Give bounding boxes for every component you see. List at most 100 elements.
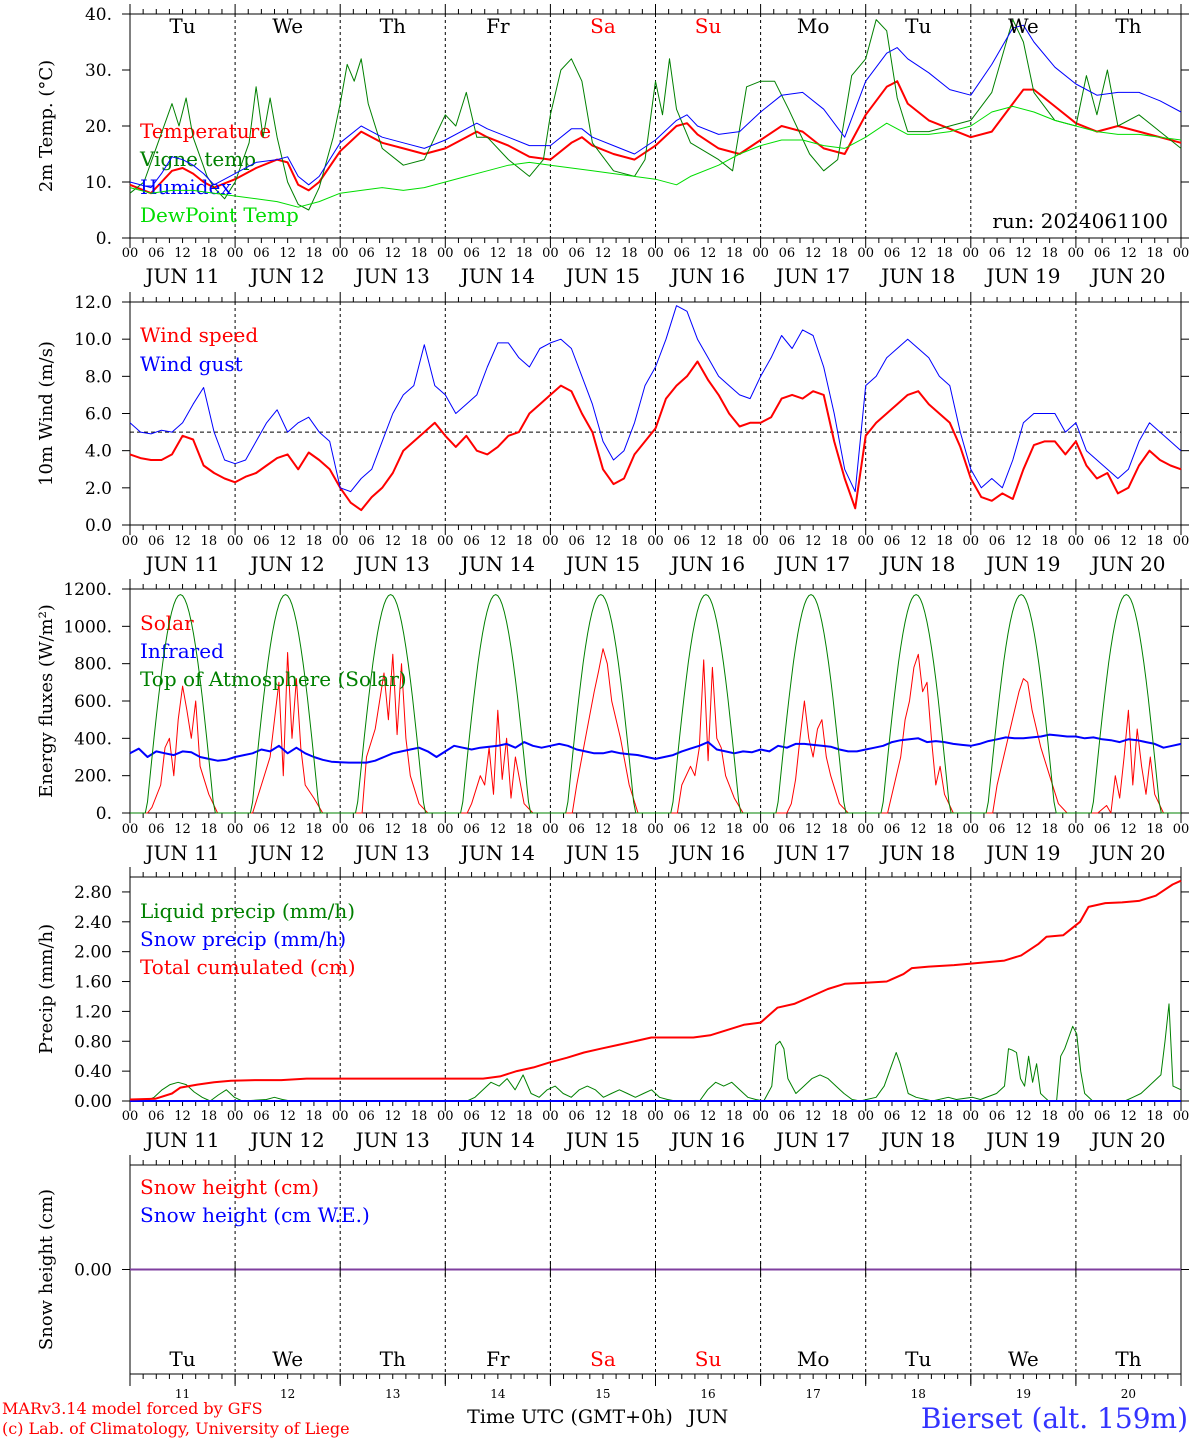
hour-tick-label: 12 [174, 1109, 191, 1124]
date-label: JUN 17 [774, 264, 850, 288]
date-label: JUN 11 [143, 264, 219, 288]
hour-tick-label: 00 [437, 822, 454, 837]
series-line-solar [130, 648, 1164, 814]
hour-tick-label: 00 [542, 534, 559, 549]
date-label: JUN 19 [984, 552, 1060, 576]
y-tick-label: 0.40 [74, 1062, 112, 1082]
hour-tick-label: 00 [332, 534, 349, 549]
hour-tick-label: 12 [1015, 534, 1032, 549]
hour-tick-label: 06 [1094, 1109, 1111, 1124]
hour-tick-label: 12 [490, 1109, 507, 1124]
hour-tick-label: 18 [411, 1109, 428, 1124]
hour-tick-label: 00 [752, 534, 769, 549]
series-line-vigne-temp [129, 19, 1182, 211]
hour-tick-label: 06 [568, 534, 585, 549]
hour-tick-label: 12 [1120, 246, 1137, 261]
x-axis-month: JUN [686, 1406, 728, 1428]
hour-tick-label: 12 [1120, 1109, 1137, 1124]
y-axis-label: Energy fluxes (W/m²) [36, 604, 57, 798]
hour-tick-label: 06 [779, 534, 796, 549]
weekday-label: Su [695, 1347, 722, 1371]
y-tick-label: 0.80 [74, 1032, 112, 1052]
hour-tick-label: 12 [490, 534, 507, 549]
hour-tick-label: 00 [437, 246, 454, 261]
date-label: JUN 11 [143, 841, 219, 865]
hour-tick-label: 12 [174, 822, 191, 837]
date-label: JUN 13 [354, 552, 430, 576]
hour-tick-label: 06 [989, 246, 1006, 261]
legend-entry: Liquid precip (mm/h) [140, 899, 355, 923]
hour-tick-label: 00 [122, 1109, 139, 1124]
date-label: JUN 18 [879, 841, 955, 865]
hour-tick-label: 18 [621, 822, 638, 837]
hour-tick-label: 12 [805, 1109, 822, 1124]
hour-tick-label: 18 [1041, 534, 1058, 549]
hour-tick-label: 12 [384, 822, 401, 837]
hour-tick-label: 12 [384, 1109, 401, 1124]
hour-tick-label: 18 [516, 534, 533, 549]
hour-tick-label: 18 [411, 534, 428, 549]
weekday-label: We [1008, 14, 1039, 38]
hour-tick-label: 12 [279, 1109, 296, 1124]
y-tick-label: 8.0 [85, 367, 112, 387]
hour-tick-label: 18 [936, 1109, 953, 1124]
y-tick-label: 20. [85, 117, 112, 137]
weekday-label: Sa [590, 14, 616, 38]
y-axis-label: 10m Wind (m/s) [36, 341, 57, 486]
hour-tick-label: 12 [384, 246, 401, 261]
hour-tick-label: 00 [647, 534, 664, 549]
date-label: JUN 20 [1089, 264, 1165, 288]
hour-tick-label: 00 [1068, 534, 1085, 549]
hour-tick-label: 06 [779, 1109, 796, 1124]
hour-tick-label: 12 [595, 1109, 612, 1124]
weekday-label: Tu [169, 14, 195, 38]
hour-tick-label: 12 [174, 534, 191, 549]
date-label: JUN 17 [774, 1128, 850, 1152]
hour-tick-label: 00 [1068, 1109, 1085, 1124]
y-tick-label: 10.0 [74, 330, 112, 350]
y-tick-label: 0.0 [85, 516, 112, 536]
hour-tick-label: 18 [1041, 822, 1058, 837]
hour-tick-label: 06 [989, 1109, 1006, 1124]
hour-tick-label: 18 [201, 534, 218, 549]
hour-tick-label: 12 [910, 822, 927, 837]
hour-tick-label: 00 [1173, 534, 1190, 549]
series-line-dewpoint-temp [129, 105, 1182, 208]
weekday-label: We [272, 1347, 303, 1371]
weekday-label: Fr [486, 1347, 510, 1371]
hour-tick-label: 12 [700, 1109, 717, 1124]
weekday-label: Th [1115, 1347, 1141, 1371]
date-label: JUN 14 [459, 552, 535, 576]
hour-tick-label: 00 [542, 822, 559, 837]
hour-tick-label: 18 [936, 246, 953, 261]
legend-entry: Wind gust [140, 352, 243, 376]
weekday-label: Tu [169, 1347, 195, 1371]
date-label: JUN 18 [879, 552, 955, 576]
hour-tick-label: 00 [963, 1109, 980, 1124]
date-label: JUN 14 [459, 1128, 535, 1152]
hour-tick-label: 06 [674, 1109, 691, 1124]
hour-tick-label: 00 [542, 246, 559, 261]
date-label: JUN 15 [564, 552, 640, 576]
legend-entry: DewPoint Temp [140, 203, 299, 227]
y-tick-label: 0.00 [74, 1261, 112, 1281]
date-label: JUN 16 [669, 552, 745, 576]
hour-tick-label: 06 [884, 1109, 901, 1124]
hour-tick-label: 00 [122, 534, 139, 549]
y-tick-label: 30. [85, 61, 112, 81]
date-label: JUN 14 [459, 264, 535, 288]
station-name: Bierset (alt. 159m) [921, 1402, 1188, 1435]
date-label: JUN 11 [143, 552, 219, 576]
hour-tick-label: 06 [358, 534, 375, 549]
date-label: JUN 19 [984, 841, 1060, 865]
hour-tick-label: 18 [306, 1109, 323, 1124]
hour-tick-label: 00 [752, 822, 769, 837]
hour-tick-label: 18 [726, 1109, 743, 1124]
model-credit: MARv3.14 model forced by GFS [2, 1399, 263, 1418]
legend-entry: Snow precip (mm/h) [140, 927, 346, 951]
hour-tick-label: 00 [857, 822, 874, 837]
y-tick-label: 400. [74, 729, 112, 749]
y-tick-label: 12.0 [74, 293, 112, 313]
weekday-label: Th [1115, 14, 1141, 38]
